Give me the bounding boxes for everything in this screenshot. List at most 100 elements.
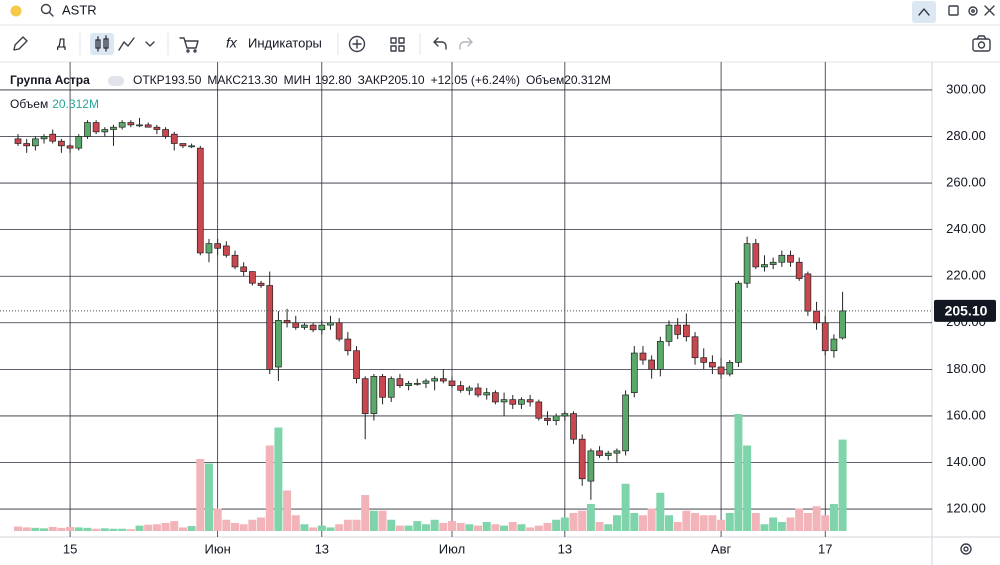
candle-body	[188, 145, 195, 148]
candle-body	[735, 282, 742, 363]
candle-body	[353, 350, 360, 380]
candle-body	[665, 324, 673, 342]
candle-body	[821, 322, 829, 352]
candle-body	[110, 126, 117, 130]
candle-body	[153, 126, 161, 130]
candle-body	[318, 324, 326, 331]
volume-bar	[274, 427, 283, 531]
volume-bar	[109, 528, 118, 531]
volume-bar	[517, 524, 526, 531]
volume-bar	[395, 525, 404, 531]
search-icon[interactable]	[40, 3, 54, 17]
candle-body	[691, 336, 699, 359]
draw-icon[interactable]	[13, 36, 28, 51]
label: МИН	[284, 73, 311, 87]
candle-body	[127, 122, 135, 126]
candle-body	[457, 385, 465, 391]
candle-body	[787, 254, 794, 263]
volume-bar	[803, 513, 812, 531]
candle-body	[40, 136, 48, 140]
candle-body	[648, 359, 655, 370]
settings-icon[interactable]	[960, 543, 972, 555]
candle-body	[839, 310, 846, 339]
candle-body	[795, 261, 803, 279]
candles-icon	[95, 35, 109, 52]
candle-body	[761, 264, 768, 268]
legend: Группа Астра ОТКР193.50 МАКС213.30 МИН 192.…	[10, 73, 611, 111]
volume-pane	[14, 414, 847, 531]
candle-body	[101, 129, 109, 133]
indicators-icon[interactable]: fx	[226, 35, 238, 51]
candle-body	[509, 399, 517, 405]
candle-body	[344, 338, 352, 352]
candle-body	[769, 261, 777, 265]
candle-body	[544, 417, 551, 421]
candle-body	[266, 285, 274, 370]
volume-bar	[691, 513, 700, 531]
volume-bar	[144, 524, 153, 531]
volume-bar	[474, 525, 483, 531]
chart-type-menu[interactable]	[145, 41, 155, 47]
axes: 120.00140.00160.00180.00200.00220.00240.…	[0, 81, 996, 556]
volume-bar	[187, 526, 196, 531]
candle-body	[604, 452, 612, 456]
label: Объем	[526, 73, 564, 87]
volume-bar	[612, 515, 621, 531]
window-icons[interactable]	[948, 5, 995, 16]
candle-body	[639, 352, 647, 361]
snapshot-icon[interactable]	[972, 35, 991, 52]
interval-button[interactable]: Д	[57, 35, 66, 50]
candles-button[interactable]	[90, 33, 114, 55]
volume-bar	[126, 529, 135, 531]
volume-bar	[83, 527, 92, 531]
volume-bar	[543, 522, 552, 531]
volume-bar	[647, 508, 656, 531]
volume-bar	[595, 522, 604, 531]
volume-bar	[673, 522, 682, 531]
volume-bar	[14, 526, 22, 531]
volume-bar	[725, 513, 734, 531]
volume-bar	[40, 528, 49, 531]
candle-body	[526, 399, 534, 403]
volume-bar	[708, 515, 717, 531]
volume-bar	[604, 524, 613, 531]
label: Объем	[10, 97, 48, 111]
undo-icon[interactable]	[433, 37, 447, 50]
volume-bar	[92, 528, 101, 531]
candle-body	[170, 133, 178, 144]
volume-bar	[421, 524, 430, 531]
redo-icon[interactable]	[459, 37, 473, 50]
candle-body	[136, 124, 143, 127]
volume-bar	[100, 528, 109, 531]
volume-bar	[508, 522, 517, 531]
legend-toggle[interactable]	[108, 76, 124, 86]
candle-body	[275, 320, 282, 368]
candle-body	[335, 322, 343, 340]
indicators-button[interactable]: Индикаторы	[248, 35, 322, 50]
candle-body	[726, 362, 734, 375]
candle-body	[118, 122, 126, 128]
volume-bar	[265, 445, 274, 531]
candle-body	[448, 380, 456, 387]
trade-icon[interactable]	[179, 37, 199, 53]
symbol-search[interactable]: ASTR	[62, 2, 97, 17]
add-icon[interactable]	[348, 35, 366, 53]
volume-bar	[300, 524, 309, 531]
layout-icon[interactable]	[390, 37, 405, 52]
candle-body	[578, 438, 586, 480]
volume-bar	[699, 515, 708, 531]
candle-body	[500, 399, 508, 403]
candle-body	[700, 357, 708, 363]
candle-body	[379, 375, 386, 398]
candle-body	[370, 375, 378, 414]
volume-bar	[500, 525, 509, 531]
line-chart-icon[interactable]	[118, 37, 135, 51]
candle-body	[830, 338, 838, 352]
volume-bar	[369, 510, 378, 531]
collapse-button[interactable]	[912, 1, 936, 23]
volume-bar	[291, 515, 300, 531]
y-tick-label: 240.00	[946, 221, 986, 236]
volume-bar	[838, 439, 847, 531]
label: ОТКР	[133, 73, 165, 87]
candle-body	[717, 366, 725, 375]
